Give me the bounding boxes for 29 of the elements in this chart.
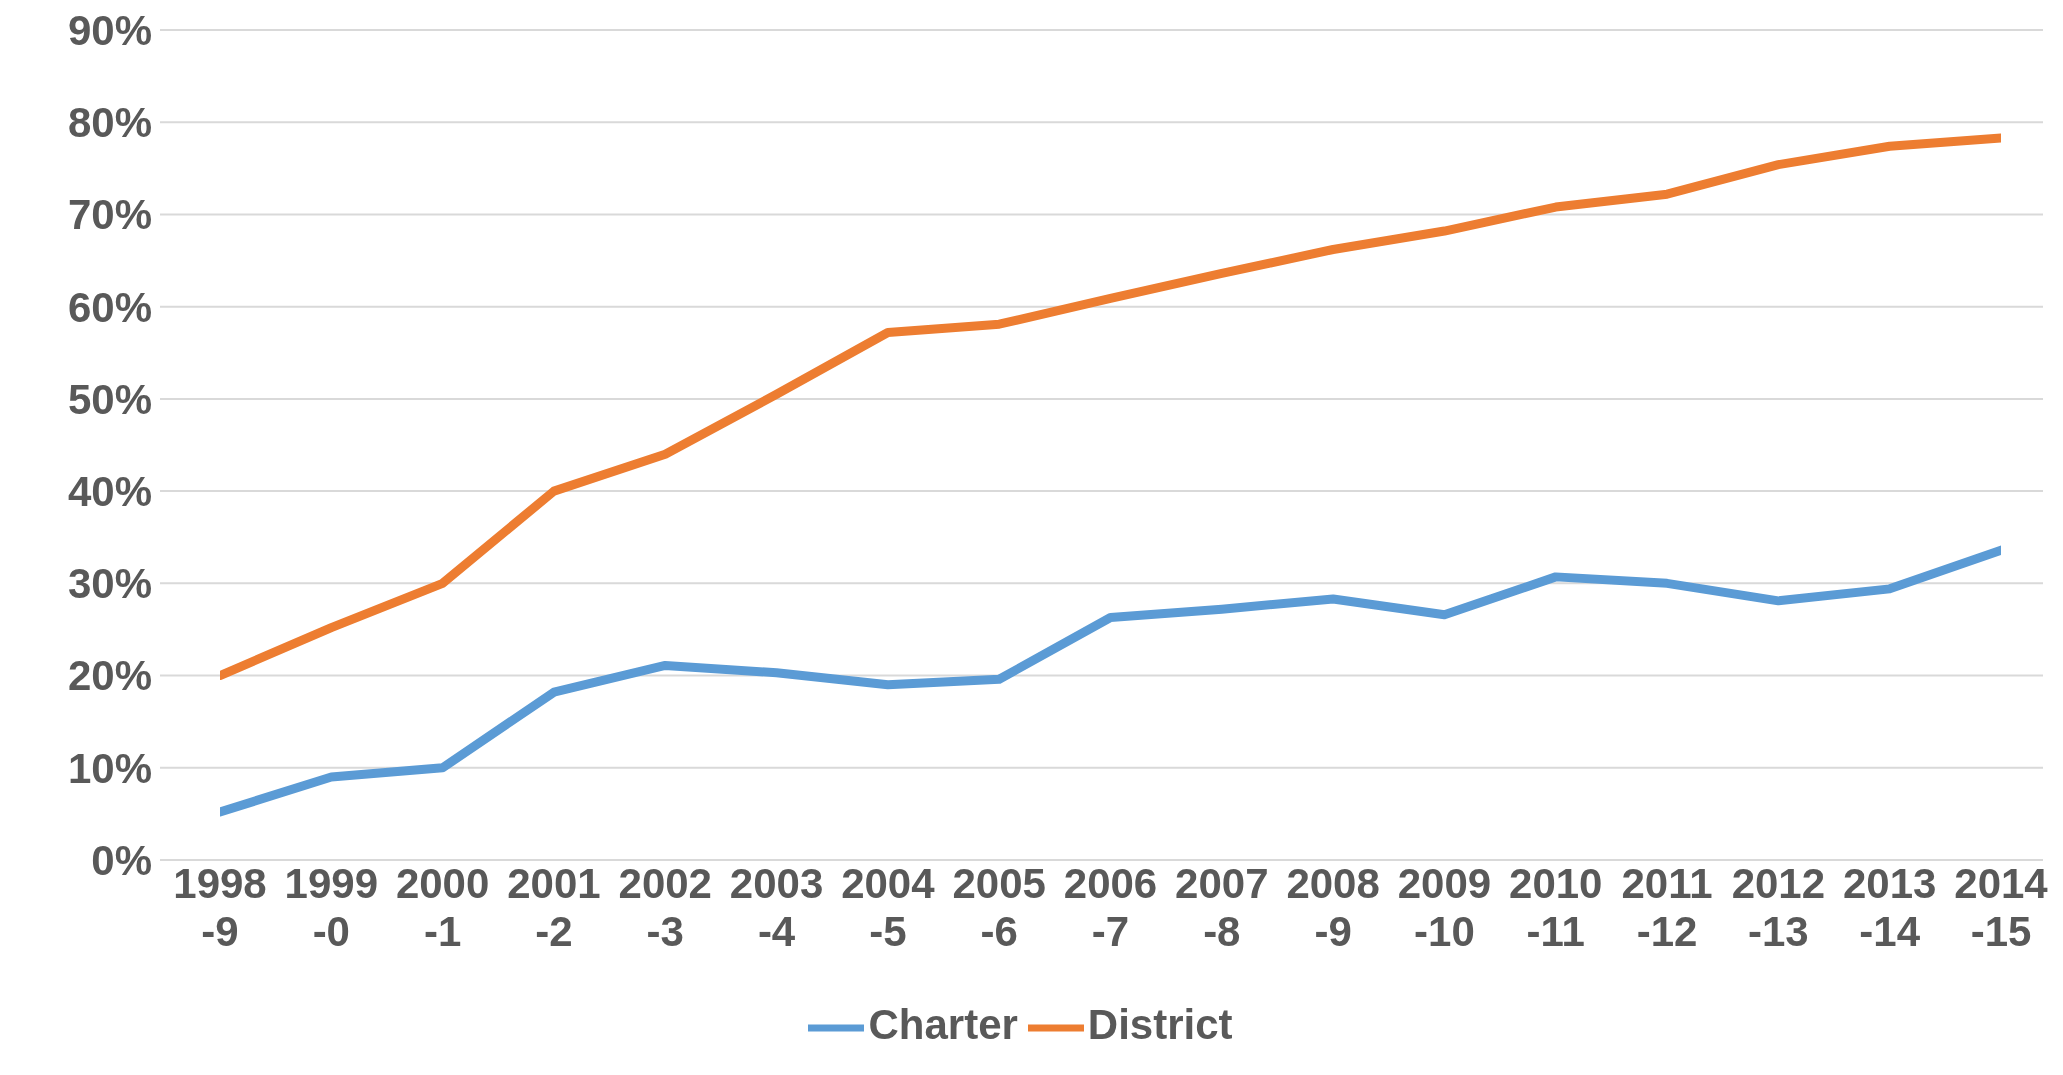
x-tick-label: 2013-14 xyxy=(1842,860,1937,955)
x-tick-label: 2001-2 xyxy=(507,860,601,955)
x-tick-label: 2009-10 xyxy=(1397,860,1492,955)
y-tick-label: 10% xyxy=(67,744,152,792)
x-tick-label: 2003-4 xyxy=(729,860,824,955)
y-tick-label: 0% xyxy=(91,836,152,884)
x-tick-label: 1999-0 xyxy=(284,860,379,955)
y-tick-label: 20% xyxy=(67,652,152,700)
x-tick-label: 1998-9 xyxy=(173,860,267,955)
y-tick-label: 80% xyxy=(67,99,152,147)
x-tick-label: 2012-13 xyxy=(1731,860,1826,955)
x-tick-label: 2008-9 xyxy=(1286,860,1380,955)
y-tick-label: 60% xyxy=(67,283,152,331)
x-tick-label: 2002-3 xyxy=(618,860,712,955)
x-tick-label: 2007-8 xyxy=(1175,860,1269,955)
y-tick-label: 70% xyxy=(67,191,152,239)
y-tick-label: 50% xyxy=(67,375,152,423)
x-tick-label: 2005-6 xyxy=(952,860,1046,955)
y-tick-label: 90% xyxy=(67,6,152,54)
x-tick-label: 2006-7 xyxy=(1063,860,1158,955)
x-tick-label: 2011-12 xyxy=(1621,860,1713,955)
y-tick-label: 40% xyxy=(67,468,152,516)
x-tick-label: 2010-11 xyxy=(1509,860,1603,955)
x-tick-label: 2014-15 xyxy=(1954,860,2049,955)
y-tick-label: 30% xyxy=(67,560,152,608)
legend-label: Charter xyxy=(868,1001,1018,1049)
x-tick-label: 2000-1 xyxy=(395,860,490,955)
x-tick-label: 2004-5 xyxy=(841,860,936,955)
legend-label: District xyxy=(1087,1001,1233,1049)
